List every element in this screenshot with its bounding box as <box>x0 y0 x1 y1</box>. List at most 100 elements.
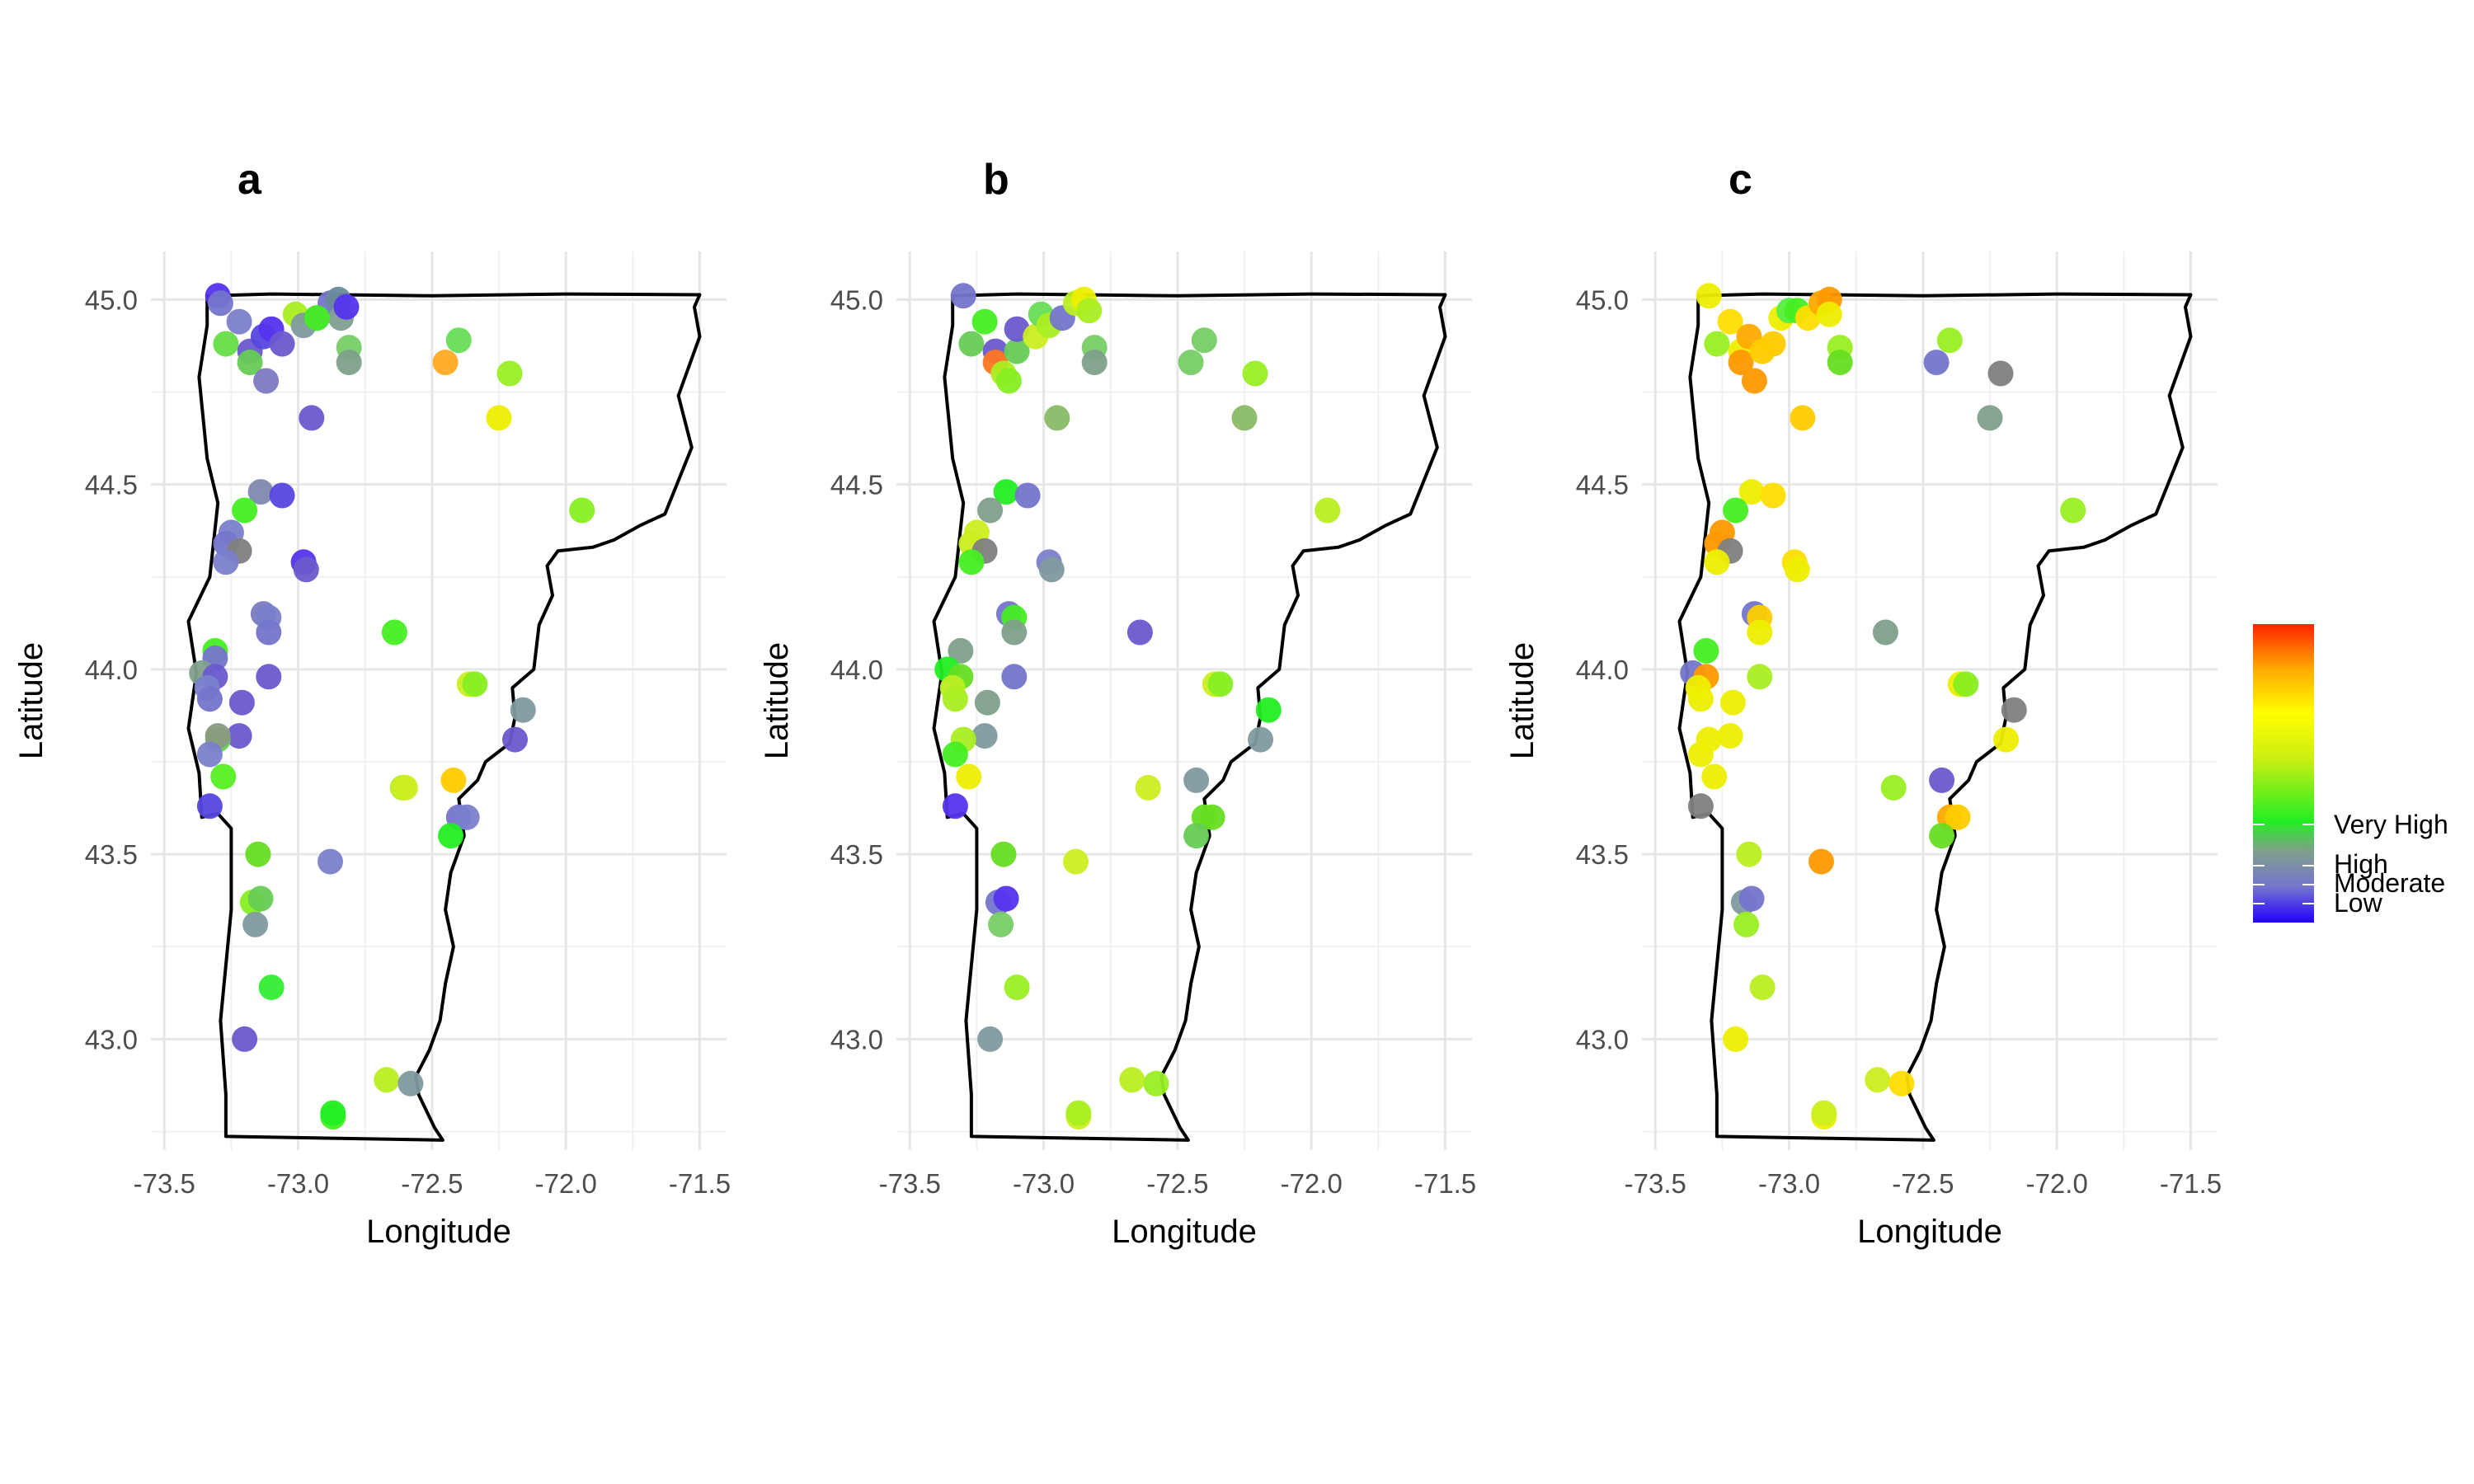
data-point <box>1747 619 1773 646</box>
data-point <box>1704 549 1730 575</box>
x-tick-label: -72.5 <box>401 1168 463 1199</box>
data-point <box>1315 497 1341 524</box>
y-axis-title: Latitude <box>759 642 795 759</box>
data-point <box>1255 697 1282 723</box>
panel-label: c <box>1729 156 1752 204</box>
data-point <box>253 368 280 394</box>
data-point <box>1687 793 1714 819</box>
legend-label-very-high: Very High <box>2334 810 2448 839</box>
data-point <box>1143 1070 1169 1097</box>
data-point <box>502 726 528 753</box>
data-point <box>210 763 237 790</box>
y-tick-label: 45.0 <box>85 284 138 315</box>
y-tick-label: 43.0 <box>830 1024 883 1054</box>
data-point <box>1808 848 1834 875</box>
legend-colorbar <box>2253 624 2314 923</box>
data-point <box>971 308 998 335</box>
y-tick-label: 43.0 <box>1576 1024 1629 1054</box>
data-point <box>1248 726 1273 753</box>
data-points <box>189 283 595 1130</box>
data-point <box>993 885 1019 912</box>
data-point <box>226 308 252 335</box>
data-point <box>232 1026 258 1052</box>
grid <box>151 251 727 1150</box>
data-point <box>1191 327 1217 354</box>
data-point <box>462 671 488 697</box>
data-point <box>1816 301 1842 327</box>
data-point <box>1736 841 1762 867</box>
data-point <box>1929 823 1955 849</box>
data-point <box>196 686 223 712</box>
data-point <box>942 741 968 768</box>
data-point <box>1119 1067 1145 1093</box>
data-point <box>1811 1100 1837 1126</box>
data-point <box>196 793 223 819</box>
data-point <box>974 689 1000 716</box>
data-point <box>1696 283 1722 309</box>
y-axis-title: Latitude <box>1504 642 1540 759</box>
data-point <box>1747 664 1773 690</box>
legend-ticks <box>2253 824 2314 904</box>
data-point <box>303 305 330 331</box>
y-axis-title: Latitude <box>13 642 49 759</box>
data-point <box>1044 405 1070 431</box>
data-point <box>432 350 459 376</box>
data-point <box>988 911 1014 937</box>
data-point <box>245 841 271 867</box>
data-point <box>1038 556 1065 583</box>
data-point <box>247 885 274 912</box>
x-tick-label: -71.5 <box>2160 1168 2222 1199</box>
y-tick-label: 44.5 <box>1576 470 1629 500</box>
y-tick-label: 44.5 <box>830 470 883 500</box>
data-point <box>486 405 512 431</box>
panel-label: a <box>238 156 262 204</box>
data-point <box>1693 637 1719 664</box>
y-tick-label: 43.0 <box>85 1024 138 1054</box>
data-point <box>1183 767 1210 793</box>
x-tick-label: -73.5 <box>1625 1168 1686 1199</box>
data-point <box>942 793 968 819</box>
legend-label-moderate: Moderate <box>2334 868 2445 898</box>
data-point <box>1001 619 1028 646</box>
data-point <box>569 497 595 524</box>
data-point <box>256 664 282 690</box>
data-point <box>1687 686 1714 712</box>
data-point <box>1827 350 1853 376</box>
y-tick-label: 44.5 <box>85 470 138 500</box>
data-point <box>1728 350 1754 376</box>
data-point <box>258 974 285 1001</box>
data-point <box>242 911 269 937</box>
grid <box>1642 251 2218 1150</box>
data-point <box>438 823 464 849</box>
data-point <box>440 767 467 793</box>
data-point <box>445 327 472 354</box>
y-tick-label: 44.0 <box>830 655 883 685</box>
data-point <box>1760 331 1786 357</box>
data-point <box>1977 405 2003 431</box>
color-legend: Very High High Moderate Low <box>2253 624 2448 923</box>
data-point <box>1701 763 1728 790</box>
x-tick-label: -73.0 <box>267 1168 329 1199</box>
data-point <box>977 1026 1004 1052</box>
data-point <box>1749 974 1776 1001</box>
data-point <box>392 774 418 801</box>
x-tick-label: -73.5 <box>134 1168 195 1199</box>
data-point <box>1081 350 1108 376</box>
x-tick-label: -72.5 <box>1892 1168 1954 1199</box>
data-point <box>381 619 407 646</box>
data-point <box>1199 804 1225 830</box>
data-point <box>496 360 523 387</box>
panel-a: -73.5 -73.0 -72.5 -72.0 -71.5 43.0 43.5 44.0 44.… <box>13 156 731 1250</box>
x-axis-title: Longitude <box>366 1214 511 1250</box>
data-point <box>1936 327 1963 354</box>
data-point <box>1207 671 1234 697</box>
panel-b: -73.5 -73.0 -72.5 -72.0 -71.5 43.0 43.5 44.0 44.… <box>759 156 1476 1250</box>
data-point <box>269 331 295 357</box>
data-point <box>237 350 263 376</box>
legend-label-low: Low <box>2334 888 2383 918</box>
data-point <box>1004 338 1030 364</box>
data-point <box>1183 823 1210 849</box>
data-point <box>2060 497 2086 524</box>
data-point <box>213 549 239 575</box>
x-tick-label: -73.0 <box>1013 1168 1075 1199</box>
